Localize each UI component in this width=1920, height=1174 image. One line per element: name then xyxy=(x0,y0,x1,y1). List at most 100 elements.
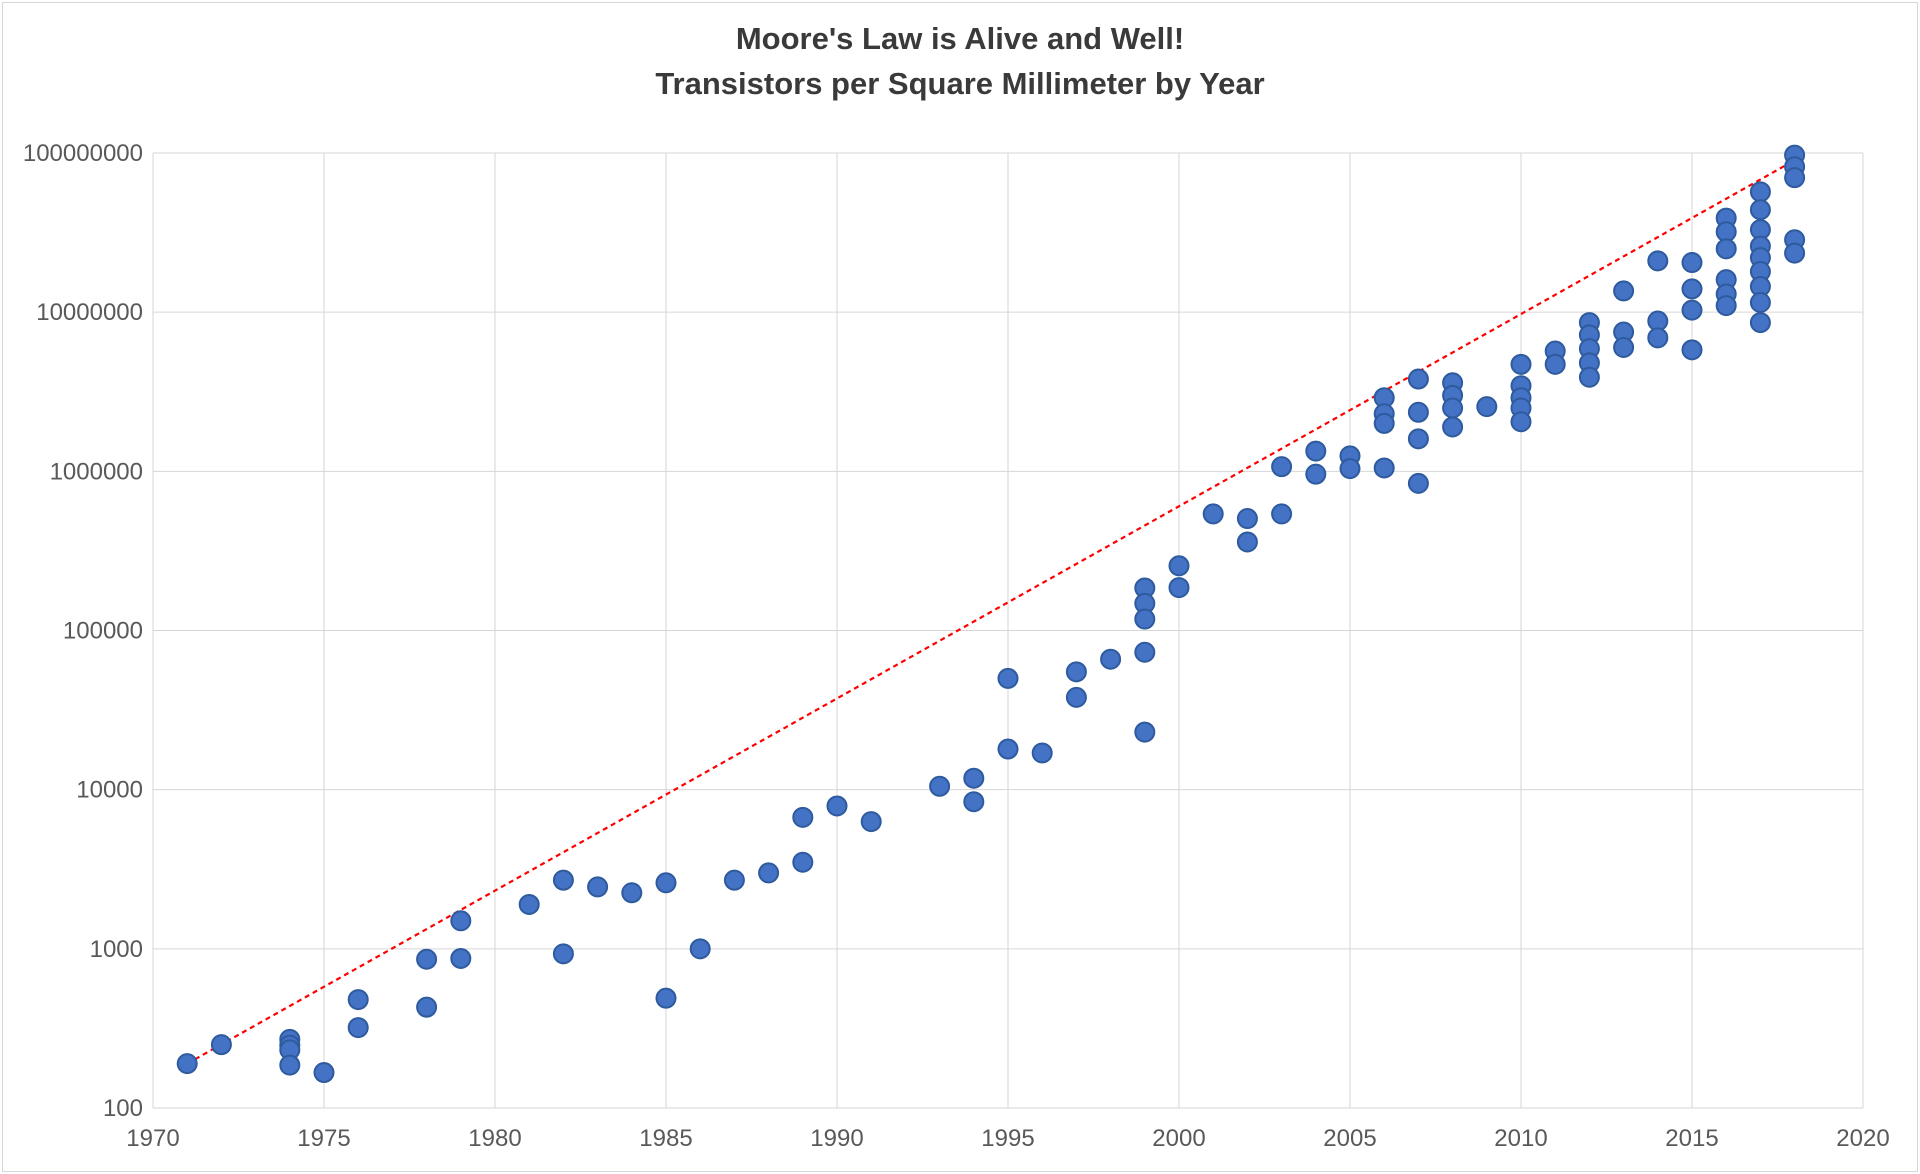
data-point xyxy=(1407,368,1429,390)
data-point xyxy=(1647,250,1669,272)
y-tick-label: 100000000 xyxy=(23,140,143,167)
data-point xyxy=(758,862,780,884)
x-tick-label: 2015 xyxy=(1665,1125,1718,1152)
chart-title: Moore's Law is Alive and Well! Transisto… xyxy=(0,16,1920,106)
data-point xyxy=(1271,456,1293,478)
data-point xyxy=(1681,278,1703,300)
data-point xyxy=(450,910,472,932)
data-point xyxy=(1339,458,1361,480)
x-tick-label: 1990 xyxy=(810,1125,863,1152)
data-point xyxy=(963,791,985,813)
data-point xyxy=(929,775,951,797)
data-point xyxy=(347,1017,369,1039)
data-point xyxy=(621,882,643,904)
data-point xyxy=(723,869,745,891)
data-point xyxy=(1749,199,1771,221)
data-point xyxy=(1510,353,1532,375)
data-point xyxy=(1681,299,1703,321)
data-point xyxy=(1442,416,1464,438)
data-point xyxy=(1100,648,1122,670)
data-point xyxy=(552,869,574,891)
data-point xyxy=(1407,401,1429,423)
data-point xyxy=(416,996,438,1018)
data-point xyxy=(1065,661,1087,683)
data-point xyxy=(1407,472,1429,494)
data-point xyxy=(655,987,677,1009)
horizontal-gridlines xyxy=(153,152,1863,1109)
data-point xyxy=(1784,242,1806,264)
data-point xyxy=(1373,457,1395,479)
data-point xyxy=(1784,167,1806,189)
data-point xyxy=(826,795,848,817)
data-point xyxy=(1749,312,1771,334)
x-tick-label: 1995 xyxy=(981,1125,1034,1152)
data-point xyxy=(1305,463,1327,485)
data-point xyxy=(1236,531,1258,553)
data-point xyxy=(1236,508,1258,530)
x-tick-label: 2010 xyxy=(1494,1125,1547,1152)
data-point xyxy=(518,893,540,915)
data-point xyxy=(1407,428,1429,450)
y-tick-label: 100000 xyxy=(63,618,143,645)
data-point xyxy=(1373,412,1395,434)
chart-title-line2: Transistors per Square Millimeter by Yea… xyxy=(655,66,1265,101)
data-point xyxy=(1681,339,1703,361)
data-point xyxy=(1476,396,1498,418)
data-point xyxy=(1271,503,1293,525)
data-point xyxy=(1613,336,1635,358)
data-point xyxy=(1613,280,1635,302)
data-point xyxy=(1202,503,1224,525)
data-point xyxy=(450,947,472,969)
data-point xyxy=(1544,353,1566,375)
x-axis-labels: 1970 1975 1980 1985 1990 1995 2000 2005 2010 2015… xyxy=(126,1125,1889,1152)
data-point xyxy=(416,948,438,970)
x-tick-label: 1975 xyxy=(297,1125,350,1152)
data-point xyxy=(1715,295,1737,317)
y-tick-label: 1000 xyxy=(90,936,143,963)
data-point xyxy=(1168,577,1190,599)
data-point xyxy=(792,806,814,828)
data-point xyxy=(1305,440,1327,462)
data-point xyxy=(313,1062,335,1084)
y-tick-label: 10000000 xyxy=(36,299,143,326)
data-point xyxy=(1134,641,1156,663)
trend-line xyxy=(186,159,1796,1065)
x-tick-label: 2000 xyxy=(1152,1125,1205,1152)
y-axis-labels: 100 1000 10000 100000 1000000 10000000 1000000… xyxy=(23,140,143,1122)
x-tick-label: 1970 xyxy=(126,1125,179,1152)
x-tick-label: 1980 xyxy=(468,1125,521,1152)
data-point xyxy=(689,938,711,960)
data-point xyxy=(552,943,574,965)
data-point xyxy=(176,1053,198,1075)
data-point xyxy=(1134,721,1156,743)
data-point xyxy=(1749,292,1771,314)
data-point xyxy=(1647,327,1669,349)
data-point xyxy=(997,738,1019,760)
data-point xyxy=(1578,366,1600,388)
data-point xyxy=(1065,686,1087,708)
data-point xyxy=(1681,252,1703,274)
data-point xyxy=(587,876,609,898)
chart-title-line1: Moore's Law is Alive and Well! xyxy=(735,21,1185,56)
data-point xyxy=(1134,608,1156,630)
data-point xyxy=(655,872,677,894)
data-point xyxy=(1442,397,1464,419)
data-points xyxy=(176,144,1806,1084)
x-tick-label: 2020 xyxy=(1836,1125,1889,1152)
data-point xyxy=(792,851,814,873)
data-point xyxy=(1510,411,1532,433)
data-point xyxy=(1031,742,1053,764)
x-tick-label: 2005 xyxy=(1323,1125,1376,1152)
data-point xyxy=(279,1054,301,1076)
data-point xyxy=(1715,238,1737,260)
data-point xyxy=(997,667,1019,689)
x-tick-label: 1985 xyxy=(639,1125,692,1152)
data-point xyxy=(963,767,985,789)
data-point xyxy=(347,989,369,1011)
y-tick-label: 10000 xyxy=(76,777,143,804)
y-tick-label: 100 xyxy=(103,1095,143,1122)
data-point xyxy=(1749,181,1771,203)
